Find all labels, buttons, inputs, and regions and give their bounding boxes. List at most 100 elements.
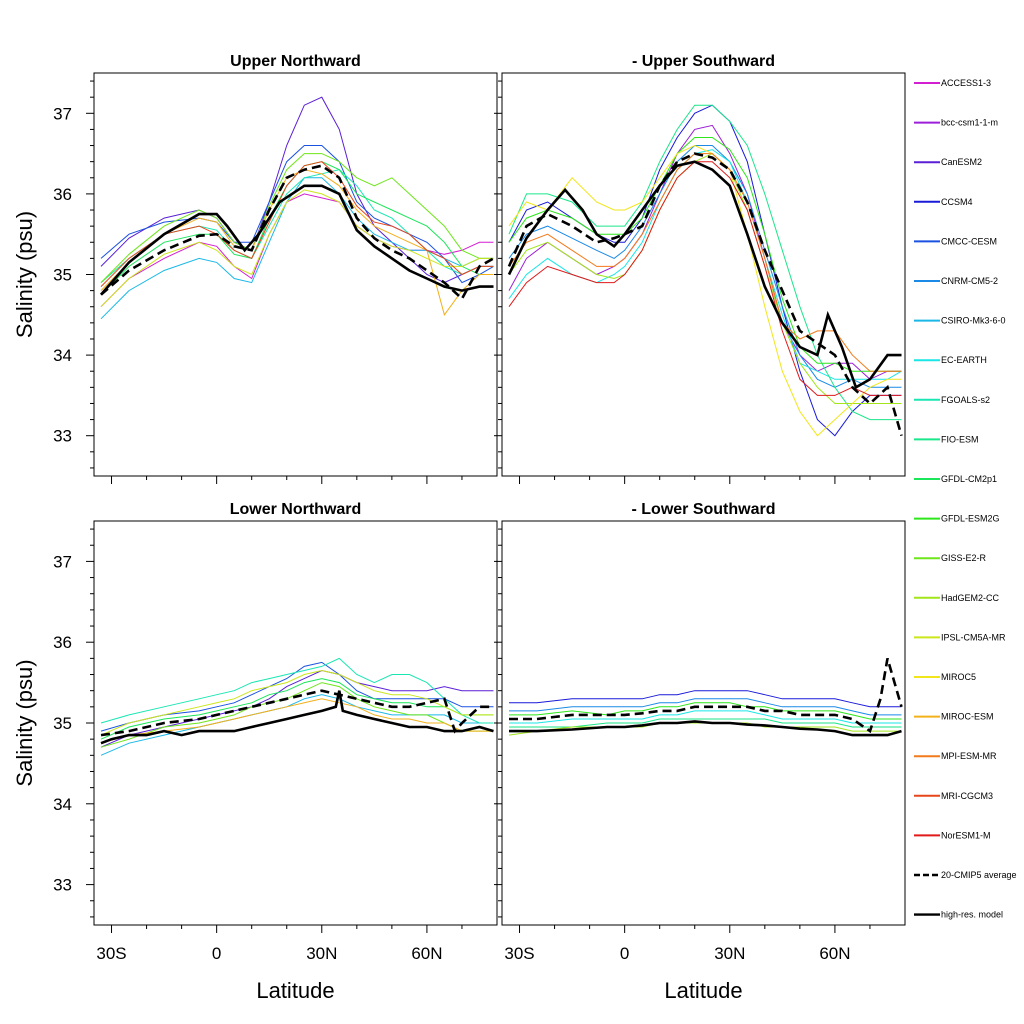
panel-title: - Lower Southward — [632, 501, 776, 518]
legend-item: FIO-ESM — [914, 434, 979, 444]
legend-item: CMCC-CESM — [914, 236, 997, 246]
legend-item: MPI-ESM-MR — [914, 751, 997, 761]
model-lines — [508, 658, 903, 737]
x-tick-label: 60N — [819, 944, 850, 963]
x-tick-label: 0 — [212, 944, 221, 963]
legend-item: ACCESS1-3 — [914, 78, 991, 88]
model-series-line — [100, 169, 494, 316]
legend-label: 20-CMIP5 average — [941, 870, 1017, 880]
model-series-line — [100, 161, 494, 287]
legend-label: MIROC-ESM — [941, 712, 994, 722]
model-series-line — [100, 169, 494, 283]
legend-item: high-res. model — [914, 910, 1003, 920]
legend-item: EC-EARTH — [914, 355, 987, 365]
y-axis-label: Salinity (psu) — [12, 659, 37, 786]
y-tick-label: 35 — [53, 266, 72, 285]
y-tick-label: 37 — [53, 552, 72, 571]
y-tick-label: 33 — [53, 876, 72, 895]
legend-label: MRI-CGCM3 — [941, 791, 993, 801]
legend-label: NorESM1-M — [941, 830, 991, 840]
legend-label: high-res. model — [941, 910, 1003, 920]
model-series-line — [508, 153, 902, 372]
legend-item: CNRM-CM5-2 — [914, 276, 998, 286]
cmip5-average-line — [507, 152, 903, 437]
legend-label: CCSM4 — [941, 197, 973, 207]
legend-label: CMCC-CESM — [941, 236, 997, 246]
legend-label: GFDL-ESM2G — [941, 514, 1000, 524]
model-series-line — [508, 104, 902, 421]
legend-item: MRI-CGCM3 — [914, 791, 993, 801]
legend-item: NorESM1-M — [914, 830, 991, 840]
x-tick-label: 30N — [306, 944, 337, 963]
legend-label: MIROC5 — [941, 672, 976, 682]
x-tick-label: 30S — [96, 944, 126, 963]
model-series-line — [100, 661, 494, 732]
panel-4: - Lower Southward 30S 0 30N 60N Latitude — [494, 501, 906, 1003]
legend: ACCESS1-3 bcc-csm1-1-m CanESM2 CCSM4 CMCC-CE… — [914, 78, 1017, 920]
model-series-line — [508, 153, 902, 404]
legend-label: bcc-csm1-1-m — [941, 118, 998, 128]
legend-label: FIO-ESM — [941, 434, 979, 444]
model-series-line — [100, 657, 494, 724]
model-series-line — [508, 104, 902, 437]
x-tick-label: 30N — [714, 944, 745, 963]
model-series-line — [509, 710, 902, 724]
legend-label: CanESM2 — [941, 157, 982, 167]
y-tick-label: 34 — [53, 795, 72, 814]
cmip5-average-line — [100, 689, 494, 737]
legend-item: HadGEM2-CC — [914, 593, 1000, 603]
model-series-line — [100, 153, 494, 283]
panel-title: Upper Northward — [230, 53, 361, 70]
model-series-line — [509, 690, 902, 708]
model-series-line — [508, 145, 902, 388]
model-series-line — [508, 161, 902, 396]
x-axis-label: Latitude — [664, 978, 742, 1003]
model-series-line — [100, 669, 494, 736]
x-tick-label: 30S — [504, 944, 534, 963]
model-series-line — [509, 702, 902, 720]
y-axis-label: Salinity (psu) — [12, 211, 37, 338]
y-tick-label: 34 — [53, 346, 72, 365]
model-series-line — [508, 137, 902, 372]
legend-item: CSIRO-Mk3-6-0 — [914, 316, 1006, 326]
legend-label: GISS-E2-R — [941, 553, 987, 563]
legend-item: MIROC-ESM — [914, 712, 994, 722]
model-lines — [100, 657, 494, 756]
high-res-model-line — [509, 720, 902, 737]
model-series-line — [100, 682, 494, 748]
legend-item: FGOALS-s2 — [914, 395, 990, 405]
plot-frame — [93, 72, 498, 477]
model-series-line — [100, 678, 494, 740]
model-series-line — [509, 698, 902, 716]
legend-label: MPI-ESM-MR — [941, 751, 997, 761]
model-lines — [100, 96, 495, 320]
high-res-model-line — [507, 160, 902, 390]
x-tick-label: 60N — [411, 944, 442, 963]
panel-3: Lower Northward 33 34 35 36 37 Salinity (psu) 3… — [12, 501, 498, 1003]
high-res-model-line — [100, 184, 494, 296]
y-tick-label: 37 — [53, 104, 72, 123]
y-tick-label: 36 — [53, 185, 72, 204]
legend-label: CNRM-CM5-2 — [941, 276, 998, 286]
panels: Upper Northward 33 34 35 36 37 Salinity (psu) -… — [12, 53, 906, 1003]
legend-label: CSIRO-Mk3-6-0 — [941, 316, 1006, 326]
cmip5-average-line — [509, 658, 903, 734]
panel-1: Upper Northward 33 34 35 36 37 Salinity (psu) — [12, 53, 498, 484]
legend-item: 20-CMIP5 average — [914, 870, 1017, 880]
legend-label: IPSL-CM5A-MR — [941, 632, 1006, 642]
model-series-line — [100, 193, 494, 308]
legend-item: GFDL-CM2p1 — [914, 474, 997, 484]
y-tick-label: 33 — [53, 427, 72, 446]
y-tick-label: 36 — [53, 633, 72, 652]
model-series-line — [100, 189, 494, 308]
legend-item: bcc-csm1-1-m — [914, 118, 998, 128]
legend-item: MIROC5 — [914, 672, 976, 682]
legend-item: CCSM4 — [914, 197, 973, 207]
legend-item: IPSL-CM5A-MR — [914, 632, 1006, 642]
legend-label: EC-EARTH — [941, 355, 987, 365]
legend-item: GISS-E2-R — [914, 553, 987, 563]
y-tick-label: 35 — [53, 714, 72, 733]
model-lines — [507, 104, 903, 437]
model-series-line — [100, 698, 494, 744]
